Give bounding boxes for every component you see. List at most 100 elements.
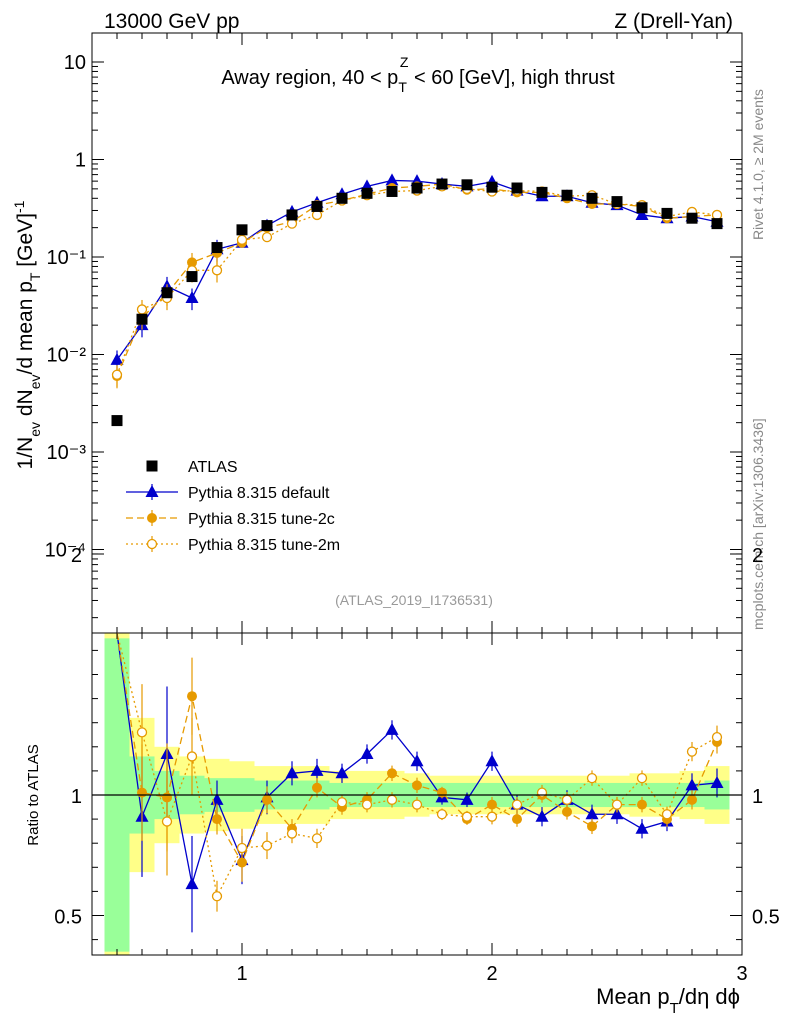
y-tick-label-main: 1 bbox=[75, 150, 86, 172]
series-atlas bbox=[111, 178, 723, 427]
ratio-point bbox=[661, 809, 673, 820]
y-tick-label-ratio: 0.5 bbox=[54, 907, 82, 929]
legend-item-pythia-8-315-default: Pythia 8.315 default bbox=[126, 484, 330, 502]
x-axis-label: Mean pT/dη dϕ bbox=[596, 984, 740, 1017]
data-point bbox=[286, 209, 298, 221]
x-tick-label: 3 bbox=[736, 963, 747, 985]
ratio-point bbox=[385, 722, 399, 735]
svg-text:Ratio to ATLAS: Ratio to ATLAS bbox=[25, 744, 42, 845]
ratio-uncertainty-bands bbox=[104, 633, 730, 955]
ratio-point bbox=[212, 814, 222, 825]
ratio-point bbox=[487, 799, 497, 810]
data-point bbox=[236, 224, 248, 236]
ratio-point bbox=[436, 809, 448, 820]
data-point bbox=[261, 231, 273, 243]
data-point bbox=[286, 218, 298, 229]
data-point bbox=[161, 287, 173, 299]
mcplots-url-label: mcplots.cern.ch [arXiv:1306.3436] bbox=[750, 418, 766, 630]
ratio-series-pythia-8-315-tune-2c bbox=[116, 632, 722, 882]
ratio-plot-series bbox=[116, 632, 724, 933]
ratio-point bbox=[286, 828, 298, 839]
data-point bbox=[311, 200, 323, 212]
ratio-point bbox=[635, 821, 649, 834]
data-point bbox=[636, 202, 648, 214]
ratio-point bbox=[460, 792, 474, 805]
data-point bbox=[536, 186, 548, 198]
ratio-point bbox=[586, 772, 598, 784]
ratio-point bbox=[387, 768, 397, 779]
ratio-point bbox=[311, 833, 323, 844]
ratio-point bbox=[335, 766, 349, 779]
data-point bbox=[211, 265, 223, 276]
data-point bbox=[686, 212, 698, 224]
ratio-point bbox=[512, 814, 522, 825]
ratio-point bbox=[360, 747, 374, 760]
ratio-point bbox=[587, 821, 597, 832]
data-point bbox=[661, 207, 673, 219]
data-point bbox=[385, 173, 399, 186]
data-point bbox=[136, 313, 148, 325]
data-point bbox=[136, 304, 148, 315]
legend-item-atlas: ATLAS bbox=[146, 459, 238, 476]
y-axis-label-main: 1/Nev dNev/d mean pT [GeV]-1 bbox=[11, 200, 43, 469]
data-point bbox=[111, 369, 123, 380]
rivet-version-label: Rivet 4.1.0, ≥ 2M events bbox=[750, 89, 766, 240]
data-point bbox=[461, 179, 473, 191]
ratio-point bbox=[137, 787, 147, 798]
collision-label: 13000 GeV pp bbox=[104, 10, 239, 33]
ratio-point bbox=[386, 794, 398, 805]
ratio-series-pythia-8-315-tune-2m bbox=[116, 632, 723, 912]
data-point bbox=[185, 290, 199, 303]
data-point bbox=[386, 185, 398, 197]
x-tick-label: 1 bbox=[236, 963, 247, 985]
data-point bbox=[561, 189, 573, 201]
legend-marker bbox=[145, 485, 159, 497]
ratio-point bbox=[437, 787, 447, 798]
data-point bbox=[236, 234, 248, 245]
ratio-point bbox=[485, 754, 499, 767]
y-tick-label-ratio: 2 bbox=[71, 545, 82, 567]
series-line bbox=[116, 183, 718, 377]
ratio-point bbox=[461, 811, 473, 822]
ratio-point bbox=[412, 780, 422, 791]
data-point bbox=[711, 218, 723, 230]
ratio-point bbox=[136, 727, 148, 738]
ratio-point bbox=[687, 794, 697, 805]
data-point bbox=[261, 220, 273, 232]
ratio-point bbox=[285, 766, 299, 779]
ratio-point bbox=[511, 799, 523, 810]
ratio-point bbox=[336, 797, 348, 808]
data-point bbox=[211, 242, 223, 254]
y-tick-label-ratio-right: 1 bbox=[752, 786, 763, 808]
ratio-point bbox=[410, 754, 424, 767]
y-axis-label-ratio: Ratio to ATLAS bbox=[25, 744, 42, 845]
legend-marker bbox=[146, 538, 158, 550]
main-plot-axes: 10 1 10⁻¹ 10⁻² 10⁻³ 10⁻⁴ bbox=[45, 33, 743, 633]
ratio-point bbox=[187, 691, 197, 702]
ratio-point bbox=[361, 799, 373, 810]
ratio-point bbox=[562, 806, 572, 817]
data-point bbox=[361, 187, 373, 199]
y-tick-label-main: 10⁻² bbox=[47, 345, 87, 367]
ratio-point bbox=[611, 799, 623, 810]
x-tick-label: 2 bbox=[486, 963, 497, 985]
ratio-point bbox=[711, 732, 723, 743]
ratio-point bbox=[486, 811, 498, 822]
y-tick-label-ratio-right: 2 bbox=[752, 545, 763, 567]
data-point bbox=[511, 182, 523, 194]
ratio-point bbox=[585, 807, 599, 820]
main-plot-series bbox=[110, 173, 724, 427]
legend-label: Pythia 8.315 tune-2c bbox=[188, 511, 335, 528]
ratio-point bbox=[236, 842, 248, 854]
ratio-point bbox=[686, 746, 698, 757]
svg-text:1/Nev dNev/d mean pT [GeV]-1: 1/Nev dNev/d mean pT [GeV]-1 bbox=[11, 200, 43, 469]
data-point bbox=[336, 192, 348, 204]
legend-marker bbox=[146, 460, 158, 472]
y-tick-label-main: 10⁻⁴ bbox=[45, 540, 86, 562]
ratio-point bbox=[535, 809, 549, 822]
y-tick-label-ratio: 1 bbox=[71, 786, 82, 808]
ratio-point bbox=[411, 799, 423, 810]
data-point bbox=[436, 178, 448, 190]
series-line bbox=[116, 179, 718, 361]
ratio-point bbox=[310, 763, 324, 776]
